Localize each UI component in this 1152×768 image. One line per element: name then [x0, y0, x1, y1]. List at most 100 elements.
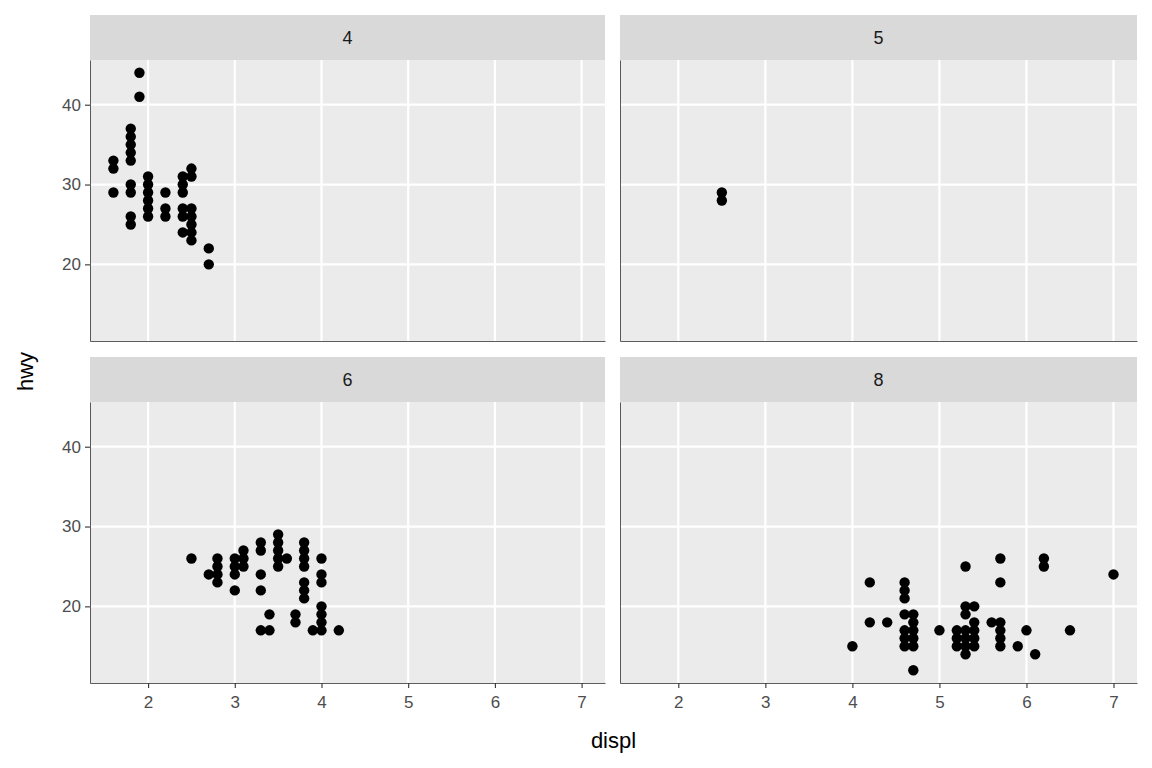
x-tick: 7	[577, 683, 586, 712]
y-tick-label: 20	[62, 255, 81, 274]
grid-line-y	[620, 263, 1137, 265]
x-tick: 4	[317, 683, 326, 712]
x-tick-label: 6	[1022, 693, 1031, 712]
point	[1013, 641, 1023, 651]
y-tick-label: 40	[62, 438, 81, 457]
point	[256, 585, 266, 595]
y-axis: 203040	[62, 403, 90, 684]
point	[908, 641, 918, 651]
point	[178, 187, 188, 197]
grid-line-x	[407, 402, 409, 683]
grid-line-y	[620, 104, 1137, 106]
panel: 4203040	[62, 15, 605, 342]
y-tick-label: 30	[62, 175, 81, 194]
point	[865, 617, 875, 627]
strip-label: 6	[342, 370, 352, 390]
point	[186, 235, 196, 245]
x-tick-mark	[408, 683, 409, 688]
x-tick-label: 6	[491, 693, 500, 712]
strip-label: 8	[873, 370, 883, 390]
y-axis-line	[620, 403, 621, 684]
point	[847, 641, 857, 651]
x-axis: 2 3 4 5 6 7	[91, 683, 606, 712]
strip	[620, 357, 1137, 402]
point	[934, 625, 944, 635]
point	[316, 553, 326, 563]
point	[1039, 561, 1049, 571]
grid-line-x	[320, 402, 322, 683]
grid-line-y	[620, 605, 1137, 607]
grid-line-x	[851, 60, 853, 341]
point	[1065, 625, 1075, 635]
y-tick: 40	[62, 438, 90, 457]
point	[186, 171, 196, 181]
x-axis	[621, 341, 1138, 343]
point	[256, 545, 266, 555]
point	[299, 561, 309, 571]
grid-line-x	[494, 60, 496, 341]
y-tick: 20	[62, 255, 90, 274]
y-tick-mark	[85, 447, 90, 448]
point	[960, 609, 970, 619]
grid-line-x	[677, 402, 679, 683]
point	[995, 641, 1005, 651]
point	[230, 569, 240, 579]
point	[299, 593, 309, 603]
point	[230, 585, 240, 595]
panel-background	[90, 402, 605, 683]
points	[108, 68, 214, 270]
panel-background	[90, 60, 605, 341]
chart: 4203040562345672030408234567displhwy	[0, 0, 1152, 768]
point	[316, 625, 326, 635]
x-tick: 2	[144, 683, 153, 712]
x-tick-label: 5	[935, 693, 944, 712]
point	[108, 163, 118, 173]
grid-line-x	[580, 60, 582, 341]
y-axis: 20 30 40	[62, 61, 90, 342]
point	[186, 553, 196, 563]
x-tick: 3	[231, 683, 240, 712]
grid-line-x	[320, 60, 322, 341]
panel: 5	[620, 15, 1138, 342]
point	[273, 561, 283, 571]
point	[134, 92, 144, 102]
grid-line-x	[234, 402, 236, 683]
point	[126, 155, 136, 165]
x-axis-line	[91, 683, 606, 684]
point	[204, 259, 214, 269]
point	[143, 211, 153, 221]
y-axis-title: hwy	[13, 352, 38, 391]
grid-line-x	[494, 402, 496, 683]
point	[108, 187, 118, 197]
x-axis-line	[621, 683, 1138, 684]
grid-line-x	[147, 402, 149, 683]
points	[186, 529, 344, 635]
grid-line-x	[764, 402, 766, 683]
point	[334, 625, 344, 635]
y-tick: 30	[62, 175, 90, 194]
panel-background	[620, 60, 1137, 341]
grid-line-y	[90, 605, 605, 607]
points	[847, 553, 1119, 675]
x-tick: 4	[848, 683, 857, 712]
grid-line-x	[1112, 402, 1114, 683]
y-tick-mark	[85, 606, 90, 607]
panel: 6234567203040	[62, 357, 605, 712]
x-tick: 5	[404, 683, 413, 712]
grid-line-x	[851, 402, 853, 683]
point	[238, 561, 248, 571]
panel: 8234567	[620, 357, 1138, 712]
point	[264, 609, 274, 619]
y-tick: 30	[62, 517, 90, 536]
y-tick-mark	[85, 184, 90, 185]
points	[717, 187, 727, 205]
y-axis	[620, 61, 622, 342]
point	[908, 665, 918, 675]
grid-line-y	[90, 183, 605, 185]
strip	[620, 15, 1137, 60]
x-tick-mark	[148, 683, 149, 688]
y-axis-line	[90, 61, 91, 342]
y-tick: 40	[62, 96, 90, 115]
grid-line-x	[234, 60, 236, 341]
y-tick-mark	[85, 264, 90, 265]
